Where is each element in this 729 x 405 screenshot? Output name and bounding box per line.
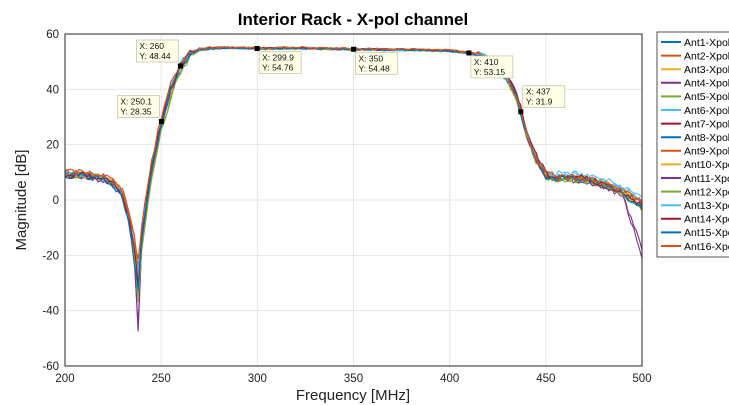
y-tick-label: 20: [46, 140, 59, 152]
datatip-y: Y: 54.48: [359, 63, 390, 73]
datatip-box: [136, 39, 179, 63]
y-tick-label: 40: [46, 84, 59, 96]
datatip-y: Y: 53.15: [474, 67, 505, 77]
datatip-x: X: 437: [526, 87, 551, 97]
legend-entry: Ant9-Xpol: [684, 146, 729, 158]
legend-entry: Ant11-Xpol: [684, 173, 729, 185]
datatip-x: X: 410: [474, 57, 499, 67]
y-tick-label: -40: [42, 306, 59, 318]
legend-entry: Ant1-Xpol: [684, 37, 729, 49]
legend-entry: Ant2-Xpol: [684, 50, 729, 62]
legend-entry: Ant5-Xpol: [684, 91, 729, 103]
datatip-y: Y: 31.9: [526, 97, 553, 107]
legend-entry: Ant13-Xpol: [684, 200, 729, 212]
datatip-box: [355, 51, 398, 75]
legend-entry: Ant6-Xpol: [684, 105, 729, 117]
datatip-box: [258, 51, 302, 74]
datatip-marker: [351, 46, 356, 52]
y-tick-label: 0: [53, 195, 59, 207]
y-tick-label: 60: [46, 29, 59, 41]
chart-title: Interior Rack - X-pol channel: [238, 10, 469, 29]
legend-entry: Ant15-Xpol: [684, 227, 729, 239]
datatip-y: Y: 54.76: [262, 62, 293, 72]
datatip-y: Y: 28.35: [120, 107, 151, 117]
legend-entry: Ant4-Xpol: [684, 78, 729, 90]
x-tick-label: 400: [440, 373, 459, 385]
x-tick-label: 450: [536, 373, 555, 385]
grid: [65, 34, 642, 366]
datatip-y: Y: 48.44: [139, 51, 170, 61]
legend-entry: Ant7-Xpol: [684, 118, 729, 130]
datatip-box: [470, 55, 514, 79]
legend-entry: Ant10-Xpol: [684, 159, 729, 171]
datatip-marker: [177, 63, 183, 69]
x-tick-label: 200: [55, 373, 74, 385]
legend-entry: Ant3-Xpol: [684, 64, 729, 76]
datatip-marker: [254, 45, 260, 51]
datatip-marker: [158, 119, 164, 125]
datatip-x: X: 299.9: [262, 52, 294, 62]
plot-frame: [64, 33, 643, 367]
datatip-marker: [466, 50, 472, 56]
y-axis-label: Magnitude [dB]: [13, 150, 30, 251]
legend-entry: Ant14-Xpol: [684, 214, 729, 226]
datatip-x: X: 250.1: [120, 97, 152, 107]
x-tick-label: 350: [344, 373, 363, 385]
datatip-x: X: 350: [359, 53, 384, 63]
x-tick-label: 250: [152, 373, 171, 385]
y-tick-label: -20: [42, 250, 59, 262]
legend-entry: Ant16-Xpol: [684, 241, 729, 253]
x-tick-label: 500: [632, 373, 651, 385]
legend-entry: Ant12-Xpol: [684, 186, 729, 198]
y-tick-label: -60: [42, 361, 59, 373]
datatip-box: [117, 95, 160, 118]
datatip-box: [522, 85, 566, 109]
legend-entry: Ant8-Xpol: [684, 132, 729, 144]
x-axis-label: Frequency [MHz]: [296, 387, 410, 404]
datatip-x: X: 260: [139, 41, 164, 51]
x-tick-label: 300: [248, 373, 267, 385]
datatip-marker: [518, 109, 524, 115]
